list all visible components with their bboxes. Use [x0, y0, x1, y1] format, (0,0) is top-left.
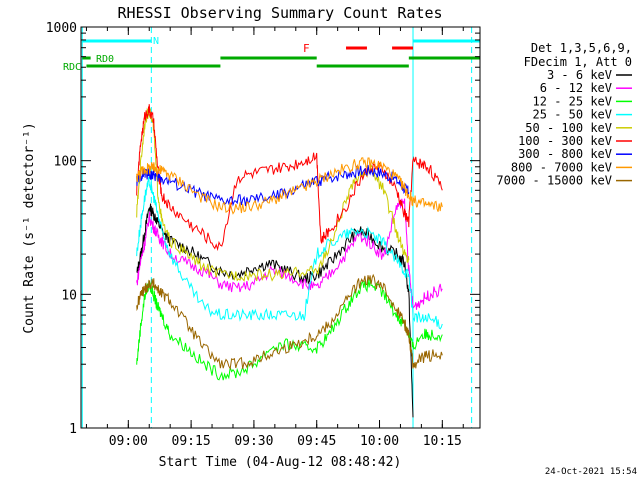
legend: Det 1,3,5,6,9, FDecim 1, Att 0 3 - 6 keV…	[496, 41, 632, 188]
legend-label-3-6-kev: 3 - 6 keV	[547, 68, 612, 82]
legend-label-12-25-kev: 12 - 25 keV	[533, 94, 612, 108]
series-line-100-300-kev	[136, 104, 443, 252]
night-label: N	[153, 36, 159, 47]
legend-label-7000-15000-kev: 7000 - 15000 keV	[496, 174, 612, 188]
x-tick-label-1: 09:15	[172, 434, 211, 449]
y-tick-label-0: 1	[69, 422, 77, 437]
x-tick-label-4: 10:00	[360, 434, 399, 449]
y-axis-label: Count Rate (s⁻¹ detector⁻¹)	[22, 122, 37, 333]
series-line-800-7000-kev	[136, 157, 443, 215]
axis-ticks: 09:00 09:15 09:30 09:45 10:00 10:15 1 10 100 1000	[46, 21, 480, 449]
plot-frame	[80, 26, 481, 429]
series-line-3-6-kev	[136, 203, 414, 418]
legend-label-100-300-kev: 100 - 300 keV	[518, 134, 612, 148]
legend-label-6-12-kev: 6 - 12 keV	[540, 81, 612, 95]
chart-title: RHESSI Observing Summary Count Rates	[117, 4, 442, 22]
x-tick-label-0: 09:00	[109, 434, 148, 449]
y-tick-label-2: 100	[54, 155, 77, 170]
x-tick-label-2: 09:30	[234, 434, 273, 449]
status-bars	[82, 39, 480, 68]
y-tick-label-3: 1000	[46, 21, 77, 36]
flare-label: F	[303, 42, 310, 55]
x-tick-label-3: 09:45	[297, 434, 336, 449]
legend-header-2: FDecim 1, Att 0	[524, 55, 632, 69]
rd0-label: RD0	[96, 54, 114, 65]
series-lines	[136, 104, 443, 418]
legend-header-1: Det 1,3,5,6,9,	[531, 41, 632, 55]
series-line-6-12-kev	[136, 198, 443, 310]
series-line-50-100-kev	[136, 107, 410, 282]
series-line-25-50-kev	[136, 176, 443, 330]
x-axis-label: Start Time (04-Aug-12 08:48:42)	[159, 455, 402, 470]
legend-label-300-800-kev: 300 - 800 keV	[518, 147, 612, 161]
legend-label-800-7000-kev: 800 - 7000 keV	[511, 160, 612, 174]
y-tick-label-1: 10	[61, 288, 77, 303]
legend-label-50-100-kev: 50 - 100 keV	[525, 121, 612, 135]
rdc-label: RDC	[63, 62, 81, 73]
x-tick-label-5: 10:15	[423, 434, 462, 449]
footer-date: 24-Oct-2021 15:54	[545, 467, 637, 477]
legend-label-25-50-kev: 25 - 50 keV	[533, 108, 612, 122]
series-line-7000-15000-kev	[136, 273, 443, 371]
